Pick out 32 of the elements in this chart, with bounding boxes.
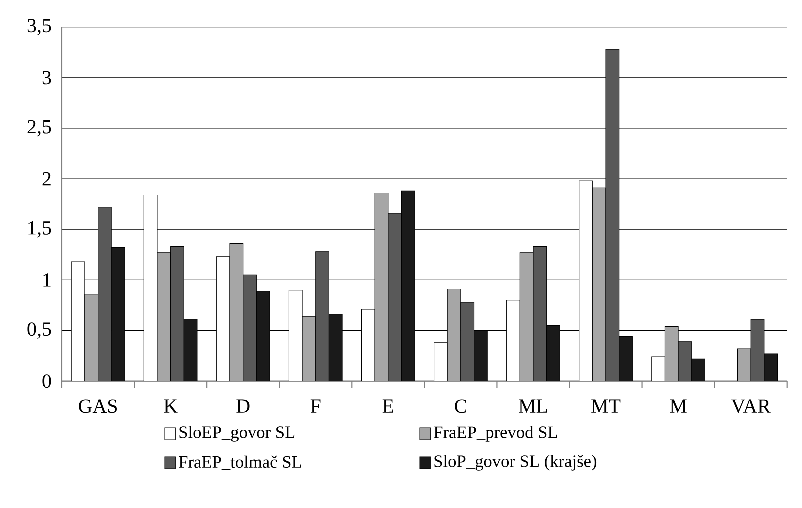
x-tick-label: ML [519, 400, 548, 413]
bar [750, 319, 765, 382]
bar [243, 274, 257, 382]
x-tick-label: C [455, 400, 467, 414]
bar [460, 302, 475, 382]
x-tick-label: GAS [79, 400, 118, 414]
x-tick-label: VAR [731, 400, 771, 414]
bar [678, 342, 692, 382]
x-tick-label: M [670, 400, 687, 413]
y-tick-label: 0 [42, 374, 52, 388]
legend-label: SloP_govor SL (krajše) [434, 455, 597, 471]
bar [606, 49, 620, 382]
x-tick-label: K [164, 400, 178, 413]
y-tick-label: 3 [42, 71, 52, 85]
y-tick-label: 2 [42, 172, 51, 186]
y-tick-label: 0,5 [28, 322, 52, 339]
legend-label: FraEP_tolmač SL [179, 456, 302, 470]
x-tick-label: F [310, 400, 321, 413]
bar [316, 252, 330, 382]
bar [98, 207, 112, 382]
bar [388, 213, 402, 382]
y-tick-label: 2,5 [28, 120, 52, 137]
bar [533, 246, 548, 382]
legend-label: FraEP_prevod SL [434, 426, 558, 442]
y-tick-label: 1,5 [28, 221, 52, 238]
legend-label: SloEP_govor SL [180, 426, 295, 442]
y-tick-label: 3,5 [28, 19, 52, 36]
bar [170, 246, 184, 382]
x-tick-label: E [382, 400, 394, 413]
x-tick-label: D [236, 400, 250, 413]
y-tick-label: 1 [44, 274, 51, 287]
x-tick-label: MT [592, 400, 621, 413]
